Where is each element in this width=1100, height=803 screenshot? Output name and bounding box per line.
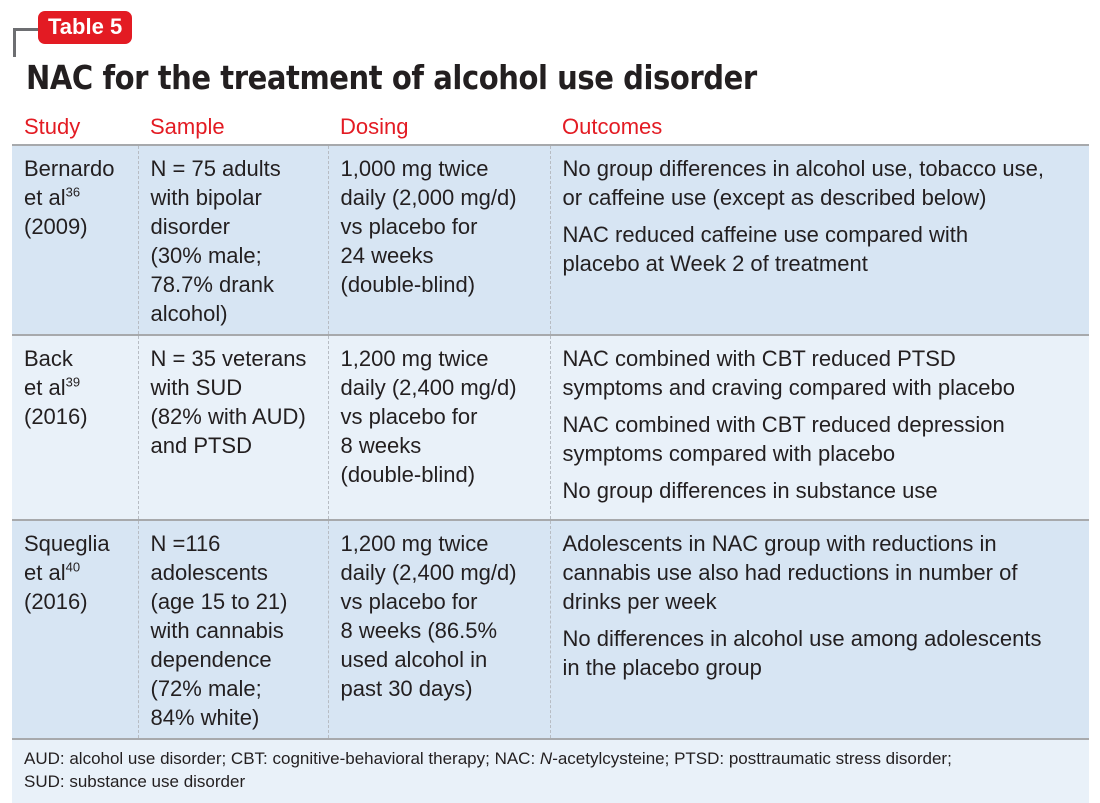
data-table: Study Sample Dosing Outcomes Bernardo et … (12, 108, 1089, 803)
reference-number: 39 (65, 374, 81, 390)
col-header: Outcomes (550, 108, 1089, 146)
header-row: Study Sample Dosing Outcomes (12, 108, 1089, 146)
table-row: Bernardo et al36 (2009) N = 75 adults with b… (12, 145, 1089, 336)
study-cell: Bernardo et al36 (2009) (12, 145, 138, 336)
outcome-item: NAC reduced caffeine use compared with pl… (562, 222, 969, 276)
table-row: Back et al39 (2016) N = 35 veterans with SUD… (12, 335, 1089, 521)
dosing-cell: 1,200 mg twice daily (2,400 mg/d) vs place… (327, 335, 550, 521)
dosing-cell: 1,200 mg twice daily (2,400 mg/d) vs place… (327, 520, 550, 740)
outcome-item: No differences in alcohol use among adol… (562, 626, 1042, 680)
sample-cell: N =116 adolescents (age 15 to 21) with cann… (137, 520, 328, 740)
reference-number: 40 (65, 559, 81, 575)
footnote-row: AUD: alcohol use disorder; CBT: cognitiv… (12, 739, 1089, 803)
reference-number: 36 (65, 184, 81, 200)
footnote: AUD: alcohol use disorder; CBT: cognitiv… (12, 739, 1089, 803)
study-cell: Squeglia et al40 (2016) (12, 520, 138, 740)
sample-cell: N = 35 veterans with SUD (82% with AUD) and… (137, 335, 328, 521)
bracket-decoration (13, 28, 44, 57)
col-header: Study (12, 108, 138, 146)
col-header: Sample (138, 108, 328, 146)
table-row: Squeglia et al40 (2016) N =116 adolescents (a… (12, 520, 1089, 740)
outcome-item: NAC combined with CBT reduced depression… (562, 412, 1005, 466)
col-header: Dosing (328, 108, 550, 146)
outcome-item: Adolescents in NAC group with reductions… (562, 531, 1018, 614)
study-cell: Back et al39 (2016) (12, 335, 138, 521)
page-title: NAC for the treatment of alcohol use dis… (26, 58, 757, 97)
outcomes-cell: NAC combined with CBT reduced PTSD sympto… (549, 335, 1089, 521)
outcome-item: NAC combined with CBT reduced PTSD sympto… (562, 346, 1015, 400)
outcome-item: No group differences in alcohol use, tob… (562, 156, 1044, 210)
outcomes-cell: Adolescents in NAC group with reductions… (549, 520, 1089, 740)
table-label-badge: Table 5 (38, 11, 133, 44)
dosing-cell: 1,000 mg twice daily (2,000 mg/d) vs place… (327, 145, 550, 336)
sample-cell: N = 75 adults with bipolar disorder (30% ma… (137, 145, 328, 336)
outcomes-cell: No group differences in alcohol use, tob… (549, 145, 1089, 336)
outcome-item: No group differences in substance use (562, 478, 938, 503)
